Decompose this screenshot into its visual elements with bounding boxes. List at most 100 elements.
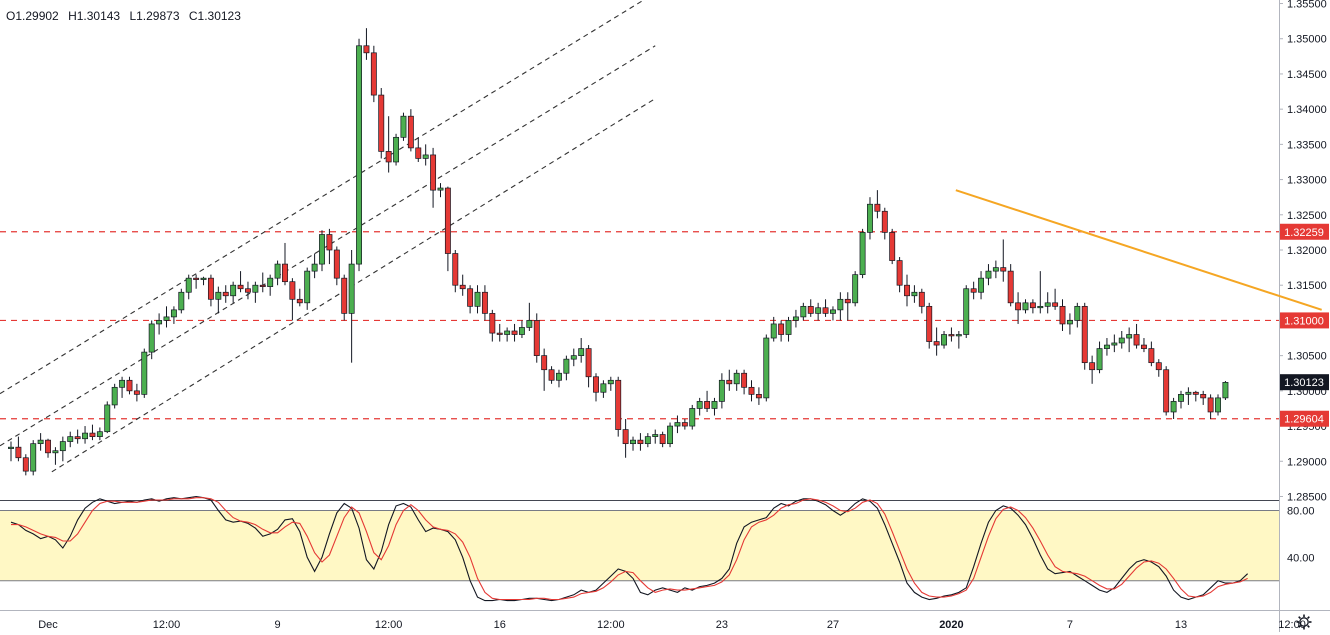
candle — [1044, 292, 1051, 314]
candle — [844, 292, 851, 321]
candle — [681, 419, 688, 430]
candle-down — [489, 313, 496, 334]
candle-up — [963, 288, 970, 335]
candle — [356, 38, 362, 272]
gear-icon[interactable] — [1296, 614, 1312, 630]
candle-down — [378, 94, 385, 152]
candle-down — [585, 348, 592, 378]
stochastic-tick-label: 80.00 — [1287, 506, 1315, 518]
candle-down — [259, 284, 266, 287]
candle — [556, 369, 562, 388]
candle — [1081, 302, 1088, 370]
candle — [489, 309, 496, 342]
candle — [1148, 341, 1155, 367]
candle — [185, 274, 192, 300]
candle — [852, 271, 859, 307]
candle-down — [467, 288, 474, 307]
candle-down — [1207, 397, 1214, 413]
candle — [822, 299, 829, 317]
candle — [1029, 299, 1036, 314]
candle-up — [696, 401, 703, 409]
candle — [230, 281, 237, 303]
candle-down — [1052, 302, 1059, 307]
candle-up — [311, 263, 318, 272]
candle-up — [1222, 382, 1229, 399]
trendline[interactable] — [955, 189, 1322, 311]
candle — [563, 355, 570, 381]
candle — [570, 348, 577, 367]
candle-up — [518, 327, 525, 335]
candle-up — [859, 232, 866, 275]
candle-up — [689, 408, 696, 427]
price-level-tag: 1.31000 — [1280, 312, 1329, 329]
candle-up — [141, 351, 148, 395]
candle — [622, 419, 629, 458]
candle-down — [511, 330, 518, 335]
candle — [607, 376, 614, 391]
candle — [763, 334, 770, 402]
candle-up — [1066, 320, 1073, 325]
candle-down — [74, 436, 81, 440]
candle-down — [748, 386, 755, 395]
candle — [792, 309, 799, 328]
candle-up — [348, 263, 355, 314]
candle — [15, 436, 22, 462]
candle-up — [185, 277, 192, 293]
candle — [689, 404, 696, 430]
candle — [1096, 341, 1103, 374]
candle — [1059, 299, 1066, 331]
candle — [578, 338, 585, 363]
candle — [504, 327, 511, 342]
candle-down — [904, 284, 910, 297]
candle-up — [215, 291, 222, 300]
candle — [289, 278, 296, 321]
candle — [526, 302, 533, 331]
candle — [807, 299, 814, 317]
time-tick-label: 2020 — [939, 619, 963, 631]
candle-down — [296, 298, 303, 304]
time-tick-label: 23 — [716, 619, 728, 631]
candle — [111, 383, 118, 409]
candle-down — [430, 154, 437, 191]
time-tick-label: 9 — [275, 619, 281, 631]
candle — [407, 109, 414, 152]
candle-down — [222, 291, 229, 297]
candle-down — [1141, 344, 1147, 349]
candle — [400, 112, 407, 141]
candle — [1170, 397, 1177, 420]
candle-down — [1192, 391, 1199, 395]
candle — [585, 345, 592, 388]
candle-down — [1155, 362, 1162, 371]
candle — [533, 313, 540, 363]
candle — [548, 366, 555, 384]
candle-up — [644, 436, 651, 445]
candle — [252, 281, 259, 303]
candle-down — [874, 203, 881, 212]
candle — [370, 45, 377, 103]
stochastic-k-line — [10, 495, 1249, 602]
candle-up — [422, 154, 429, 159]
candle — [541, 348, 548, 391]
candle — [1155, 359, 1162, 377]
candle-down — [741, 372, 748, 388]
candle-down — [681, 422, 688, 427]
candle-up — [867, 203, 873, 233]
candle-down — [326, 234, 333, 251]
candle-down — [807, 305, 814, 314]
candle — [237, 271, 244, 293]
candle — [104, 401, 111, 434]
candle-down — [844, 298, 851, 304]
candle-up — [230, 284, 237, 297]
candle — [815, 302, 822, 321]
candle-down — [926, 305, 933, 342]
candle-down — [15, 446, 22, 459]
candle — [282, 242, 288, 286]
candle — [733, 369, 740, 391]
candle-down — [341, 277, 348, 314]
candle — [267, 274, 274, 296]
price-level-tag-label: 1.29604 — [1284, 414, 1324, 426]
time-tick-label: 13 — [1175, 619, 1187, 631]
candle — [941, 330, 947, 349]
candle — [259, 272, 266, 293]
